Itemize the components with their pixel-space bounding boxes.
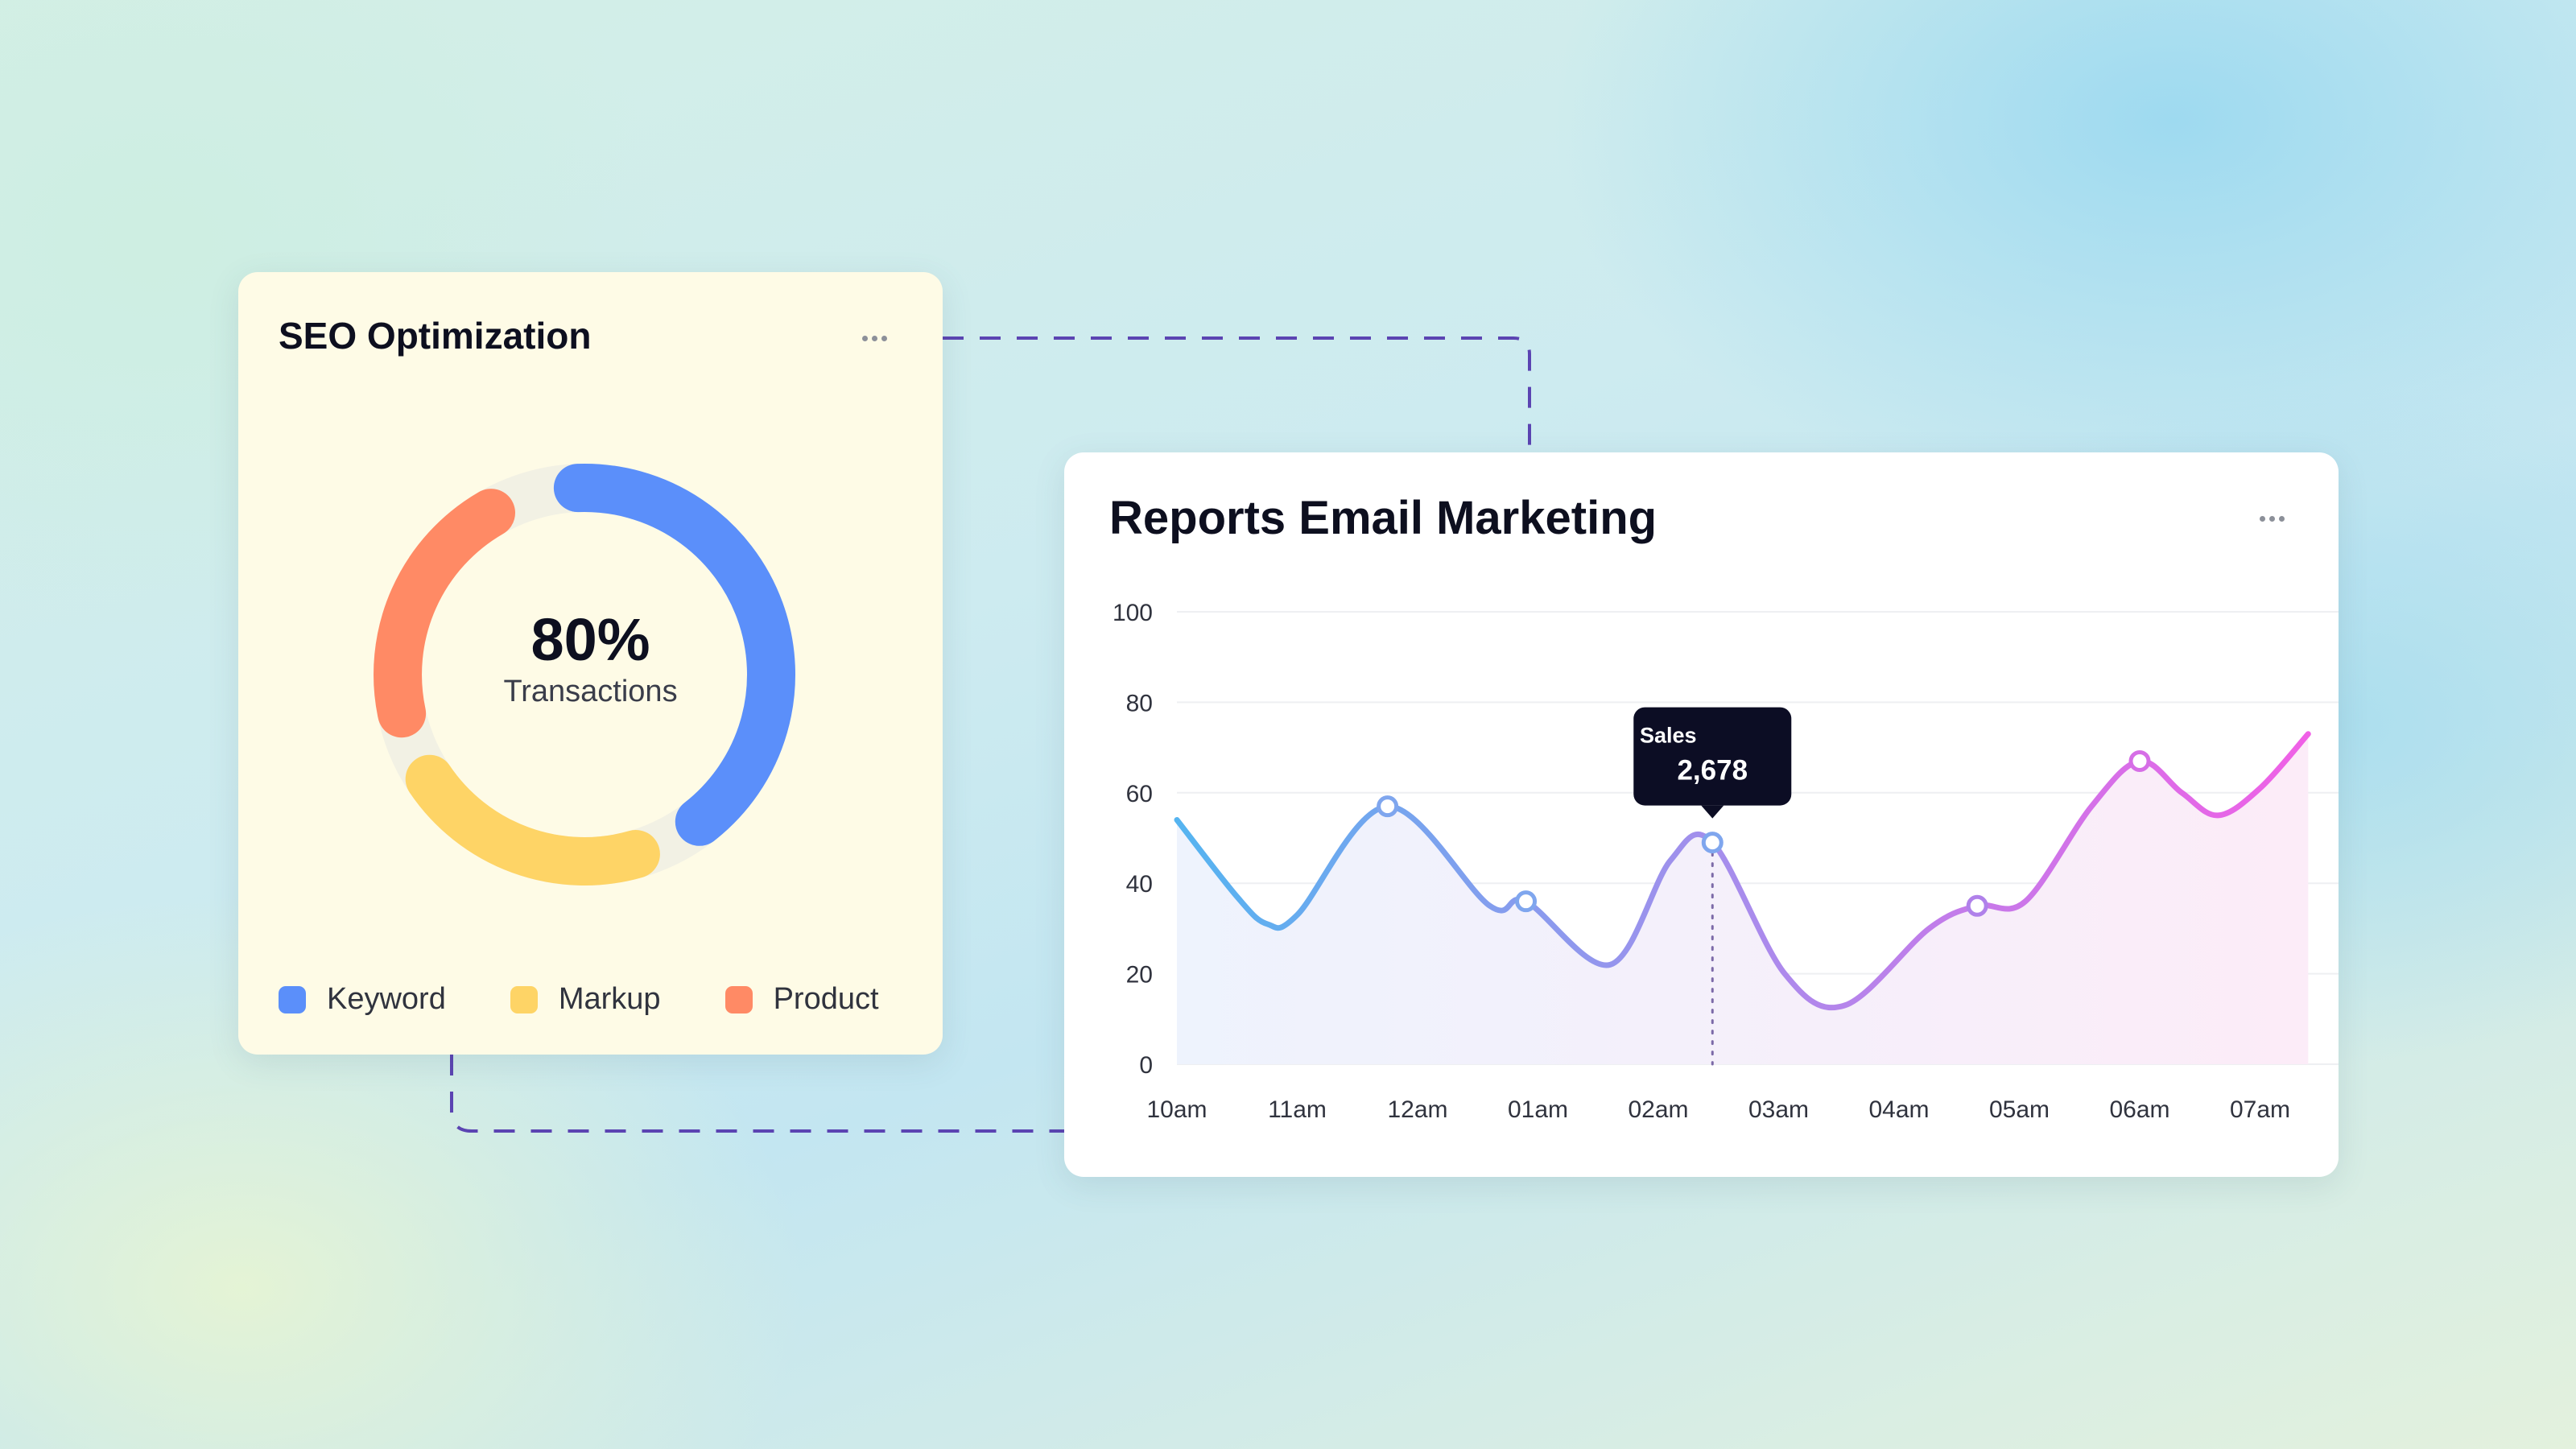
seo-card-title: SEO Optimization: [279, 315, 592, 357]
connector-line-bottom: [450, 1055, 1064, 1133]
tooltip-label: Sales: [1640, 724, 1697, 748]
x-tick-label: 06am: [2109, 1096, 2169, 1123]
data-point-marker[interactable]: [1701, 832, 1724, 854]
x-tick-label: 01am: [1508, 1096, 1568, 1123]
data-point-marker[interactable]: [2128, 749, 2151, 772]
email-marketing-report-card: Reports Email Marketing 0 20 40 60 80 100 10am…: [1064, 452, 2339, 1177]
sales-line-chart: 0 20 40 60 80 100 10am 11am 12am 01am 02am 03am 04am…: [1113, 600, 2339, 1123]
donut-legend: Keyword Markup Product: [279, 982, 879, 1017]
x-tick-label: 12am: [1387, 1096, 1447, 1123]
data-point-marker[interactable]: [1966, 894, 1988, 917]
y-tick-label: 60: [1126, 781, 1153, 807]
x-tick-label: 05am: [1989, 1096, 2050, 1123]
legend-item-product: Product: [724, 982, 879, 1017]
more-options-icon[interactable]: [2248, 502, 2296, 535]
legend-item-markup: Markup: [510, 982, 661, 1017]
transactions-donut-chart: [374, 464, 795, 886]
legend-swatch-markup: [510, 985, 538, 1013]
more-options-icon[interactable]: [850, 322, 898, 354]
y-tick-label: 40: [1126, 871, 1153, 898]
legend-label-keyword: Keyword: [327, 982, 446, 1016]
data-point-marker[interactable]: [1377, 795, 1399, 818]
tooltip-pointer: [1701, 805, 1724, 819]
y-tick-label: 100: [1113, 600, 1153, 626]
donut-center-label: Transactions: [503, 675, 678, 708]
data-point-marker[interactable]: [1515, 890, 1538, 913]
legend-swatch-keyword: [279, 985, 306, 1013]
x-tick-label: 11am: [1268, 1096, 1327, 1123]
seo-optimization-card: SEO Optimization 80% Transactions Keywor…: [238, 272, 943, 1055]
sales-tooltip: Sales 2,678: [1633, 707, 1792, 819]
x-tick-label: 07am: [2230, 1096, 2290, 1123]
x-tick-label: 03am: [1748, 1096, 1809, 1123]
donut-segment-markup: [405, 754, 660, 886]
legend-label-markup: Markup: [558, 982, 661, 1016]
donut-segment-keyword: [553, 464, 795, 846]
donut-segment-product: [374, 489, 515, 738]
tooltip-value: 2,678: [1677, 755, 1748, 786]
x-tick-label: 10am: [1146, 1096, 1207, 1123]
tooltip-box: [1633, 707, 1792, 806]
legend-item-keyword: Keyword: [279, 982, 446, 1017]
x-tick-label: 04am: [1868, 1096, 1929, 1123]
report-card-title: Reports Email Marketing: [1109, 492, 1657, 544]
y-tick-label: 20: [1126, 962, 1153, 989]
connector-line-top: [943, 336, 1531, 452]
x-tick-label: 02am: [1628, 1096, 1688, 1123]
y-tick-label: 0: [1139, 1052, 1153, 1079]
donut-center-value: 80%: [530, 606, 650, 673]
y-tick-label: 80: [1126, 690, 1153, 716]
legend-label-product: Product: [773, 982, 879, 1016]
legend-swatch-product: [724, 985, 753, 1013]
